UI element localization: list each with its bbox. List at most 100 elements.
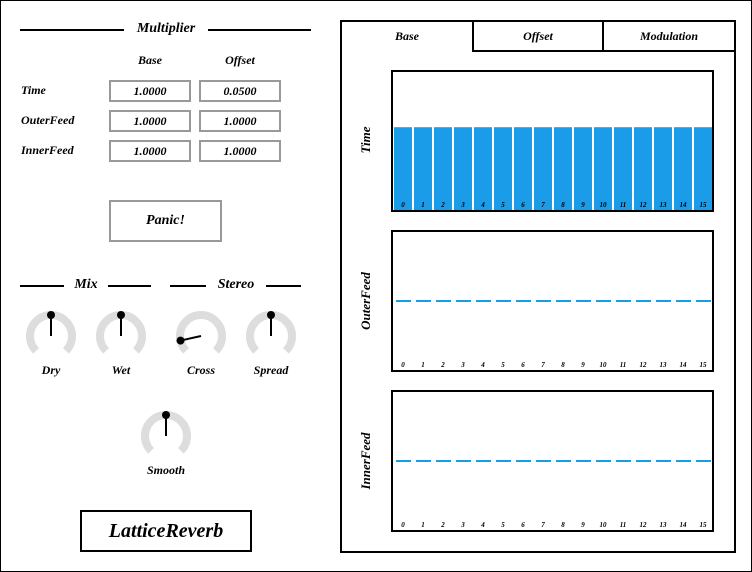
- divider: [208, 29, 311, 31]
- index-label: 3: [460, 521, 465, 529]
- index-label: 0: [401, 521, 405, 529]
- dry-knob[interactable]: Dry: [21, 309, 81, 389]
- index-label: 3: [460, 361, 465, 369]
- row-label-outerfeed: OuterFeed: [21, 113, 75, 127]
- wet-knob-dial[interactable]: [91, 309, 151, 363]
- innerfeed-graph[interactable]: 0 1 2 3 4 5 6 7 8 9 10 11 12 13 14 15: [391, 390, 714, 532]
- index-label: 14: [680, 361, 688, 369]
- index-label: 11: [620, 361, 627, 369]
- index-label: 1: [421, 201, 425, 209]
- cross-knob[interactable]: Cross: [171, 309, 231, 389]
- index-label: 6: [521, 361, 525, 369]
- time-bar[interactable]: [634, 127, 652, 210]
- time-base-field[interactable]: 1.0000: [109, 80, 191, 102]
- divider: [20, 29, 124, 31]
- time-bar[interactable]: [654, 127, 672, 210]
- smooth-knob-label: Smooth: [146, 463, 185, 477]
- stereo-title: Stereo: [208, 277, 264, 293]
- time-bar[interactable]: [474, 127, 492, 210]
- innerfeed-graph-title: InnerFeed: [358, 432, 373, 490]
- tab-offset[interactable]: Offset: [472, 22, 602, 52]
- index-label: 8: [561, 361, 565, 369]
- divider: [20, 285, 64, 287]
- divider: [170, 285, 206, 287]
- row-label-time: Time: [21, 83, 46, 97]
- outerfeed-base-field[interactable]: 1.0000: [109, 110, 191, 132]
- column-header-base: Base: [138, 53, 162, 67]
- index-label: 15: [700, 521, 708, 529]
- smooth-knob-dial[interactable]: [136, 409, 196, 463]
- index-label: 12: [640, 201, 648, 209]
- index-label: 7: [541, 201, 545, 209]
- time-bar[interactable]: [554, 127, 572, 210]
- index-label: 9: [581, 521, 585, 529]
- index-label: 4: [480, 521, 485, 529]
- smooth-knob[interactable]: Smooth: [136, 409, 196, 489]
- dry-knob-handle[interactable]: [47, 311, 55, 319]
- index-label: 1: [421, 361, 425, 369]
- index-label: 5: [501, 521, 505, 529]
- dry-knob-label: Dry: [41, 363, 61, 377]
- index-label: 4: [480, 361, 485, 369]
- index-label: 3: [460, 201, 465, 209]
- dry-knob-dial[interactable]: [21, 309, 81, 363]
- spread-knob-label: Spread: [253, 363, 289, 377]
- time-bar[interactable]: [454, 127, 472, 210]
- spread-knob-dial[interactable]: [241, 309, 301, 363]
- innerfeed-offset-field[interactable]: 1.0000: [199, 140, 281, 162]
- time-bar[interactable]: [514, 127, 532, 210]
- index-label: 15: [700, 201, 708, 209]
- wet-knob[interactable]: Wet: [91, 309, 151, 389]
- index-label: 11: [620, 521, 627, 529]
- time-graph[interactable]: 0 1 2 3 4 5 6 7 8 9 10 11 12 13 14 15: [391, 70, 714, 212]
- wet-knob-label: Wet: [111, 363, 131, 377]
- outerfeed-graph-title: OuterFeed: [358, 272, 373, 330]
- index-label: 0: [401, 201, 405, 209]
- index-label: 9: [581, 201, 585, 209]
- spread-knob-handle[interactable]: [267, 311, 275, 319]
- cross-knob-label: Cross: [186, 363, 215, 377]
- outerfeed-graph[interactable]: 0 1 2 3 4 5 6 7 8 9 10 11 12 13 14 15: [391, 230, 714, 372]
- time-bar[interactable]: [534, 127, 552, 210]
- index-label: 14: [680, 201, 688, 209]
- index-label: 15: [700, 361, 708, 369]
- time-bar[interactable]: [574, 127, 592, 210]
- cross-knob-handle[interactable]: [176, 336, 185, 345]
- time-offset-field[interactable]: 0.0500: [199, 80, 281, 102]
- time-bar[interactable]: [694, 127, 712, 210]
- index-label: 10: [600, 521, 608, 529]
- panic-button[interactable]: Panic!: [109, 200, 222, 242]
- index-label: 12: [640, 361, 648, 369]
- spread-knob[interactable]: Spread: [241, 309, 301, 389]
- index-label: 6: [521, 521, 525, 529]
- cross-knob-dial[interactable]: [171, 309, 231, 363]
- outerfeed-offset-field[interactable]: 1.0000: [199, 110, 281, 132]
- time-bar[interactable]: [414, 127, 432, 210]
- time-bar[interactable]: [434, 127, 452, 210]
- plugin-logo: LatticeReverb: [80, 510, 252, 552]
- time-bar[interactable]: [674, 127, 692, 210]
- time-bar[interactable]: [614, 127, 632, 210]
- tab-view: Base Offset Modulation Time 0 1 2 3 4 5 6 7 8 9 10…: [340, 20, 736, 553]
- time-bar[interactable]: [394, 127, 412, 210]
- time-bar[interactable]: [594, 127, 612, 210]
- index-label: 11: [620, 201, 627, 209]
- multiplier-title: Multiplier: [126, 21, 206, 37]
- wet-knob-handle[interactable]: [117, 311, 125, 319]
- index-label: 7: [541, 521, 545, 529]
- index-label: 10: [600, 361, 608, 369]
- index-label: 1: [421, 521, 425, 529]
- tab-modulation[interactable]: Modulation: [602, 22, 734, 52]
- index-label: 5: [501, 361, 505, 369]
- column-header-offset: Offset: [225, 53, 255, 67]
- index-label: 13: [660, 201, 668, 209]
- innerfeed-base-field[interactable]: 1.0000: [109, 140, 191, 162]
- index-label: 2: [440, 361, 445, 369]
- cross-knob-track: [176, 311, 226, 354]
- time-graph-title: Time: [358, 126, 373, 154]
- index-label: 14: [680, 521, 688, 529]
- tab-base[interactable]: Base: [342, 22, 472, 52]
- smooth-knob-handle[interactable]: [162, 411, 170, 419]
- time-bar[interactable]: [494, 127, 512, 210]
- index-label: 8: [561, 201, 565, 209]
